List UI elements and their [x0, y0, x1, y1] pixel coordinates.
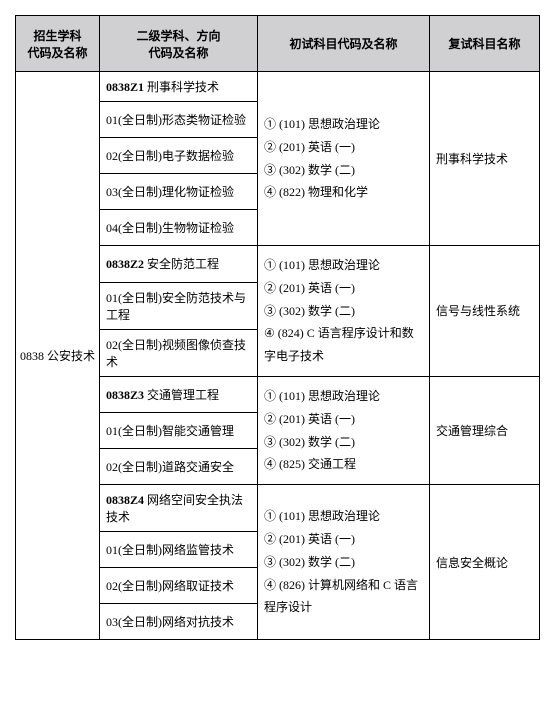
header-col1: 招生学科 代码及名称 — [16, 16, 100, 72]
direction-cell: 01(全日制)安全防范技术与工程 — [100, 282, 258, 329]
direction-cell: 01(全日制)智能交通管理 — [100, 413, 258, 449]
direction-cell: 02(全日制)网络取证技术 — [100, 568, 258, 604]
admissions-table: 招生学科 代码及名称 二级学科、方向 代码及名称 初试科目代码及名称 复试科目名… — [15, 15, 540, 640]
direction-cell: 01(全日制)形态类物证检验 — [100, 102, 258, 138]
subdiscipline-title: 0838Z4 网络空间安全执法技术 — [100, 485, 258, 532]
exam-subjects: ① (101) 思想政治理论② (201) 英语 (一)③ (302) 数学 (… — [258, 72, 430, 246]
direction-cell: 02(全日制)视频图像侦查技术 — [100, 329, 258, 376]
subdiscipline-title: 0838Z2 安全防范工程 — [100, 246, 258, 283]
header-col1-l1: 招生学科 — [33, 29, 81, 43]
direction-cell: 03(全日制)网络对抗技术 — [100, 604, 258, 640]
header-row: 招生学科 代码及名称 二级学科、方向 代码及名称 初试科目代码及名称 复试科目名… — [16, 16, 540, 72]
header-col1-l2: 代码及名称 — [27, 46, 87, 60]
final-subject: 信号与线性系统 — [430, 246, 540, 377]
final-subject: 交通管理综合 — [430, 376, 540, 484]
subdiscipline-title: 0838Z1 刑事科学技术 — [100, 72, 258, 102]
exam-subjects: ① (101) 思想政治理论② (201) 英语 (一)③ (302) 数学 (… — [258, 376, 430, 484]
table-row: 0838 公安技术0838Z1 刑事科学技术① (101) 思想政治理论② (2… — [16, 72, 540, 102]
exam-subjects: ① (101) 思想政治理论② (201) 英语 (一)③ (302) 数学 (… — [258, 246, 430, 377]
header-col4: 复试科目名称 — [430, 16, 540, 72]
direction-cell: 03(全日制)理化物证检验 — [100, 174, 258, 210]
final-subject: 刑事科学技术 — [430, 72, 540, 246]
header-col2: 二级学科、方向 代码及名称 — [100, 16, 258, 72]
header-col3: 初试科目代码及名称 — [258, 16, 430, 72]
final-subject: 信息安全概论 — [430, 485, 540, 640]
exam-subjects: ① (101) 思想政治理论② (201) 英语 (一)③ (302) 数学 (… — [258, 485, 430, 640]
header-col2-l2: 代码及名称 — [148, 46, 208, 60]
subdiscipline-title: 0838Z3 交通管理工程 — [100, 376, 258, 412]
direction-cell: 01(全日制)网络监管技术 — [100, 532, 258, 568]
header-col2-l1: 二级学科、方向 — [136, 29, 220, 43]
direction-cell: 04(全日制)生物物证检验 — [100, 210, 258, 246]
discipline-cell: 0838 公安技术 — [16, 72, 100, 640]
direction-cell: 02(全日制)道路交通安全 — [100, 449, 258, 485]
direction-cell: 02(全日制)电子数据检验 — [100, 138, 258, 174]
